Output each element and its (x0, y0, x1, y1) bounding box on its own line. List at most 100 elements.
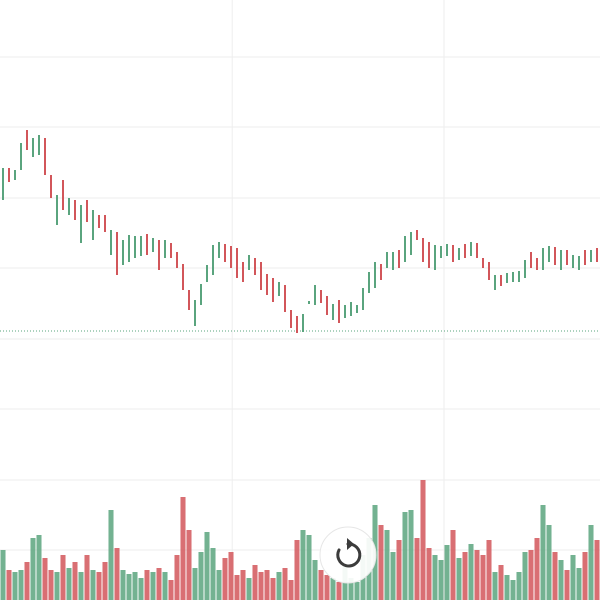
candle (590, 250, 592, 262)
candle (494, 275, 496, 290)
candle (344, 305, 346, 318)
volume-bar (552, 552, 558, 600)
volume-bar (162, 572, 168, 600)
candle (26, 130, 28, 150)
candle (308, 301, 310, 304)
candle (302, 314, 304, 332)
price-pane (2, 130, 598, 333)
volume-bar (138, 578, 144, 600)
candle (212, 245, 214, 275)
candle (326, 296, 328, 315)
candle (518, 271, 520, 282)
volume-bar (72, 562, 78, 600)
volume-bar (60, 555, 66, 600)
reset-icon-arrow (347, 538, 354, 550)
candle (506, 273, 508, 283)
volume-bar (216, 570, 222, 600)
volume-bar (264, 570, 270, 600)
candle (392, 252, 394, 270)
volume-bar (42, 558, 48, 600)
volume-bar (324, 575, 330, 600)
volume-bar (12, 572, 18, 600)
volume-bar (90, 570, 96, 600)
reset-icon (336, 542, 362, 568)
candle (320, 290, 322, 303)
candle (2, 168, 4, 200)
volume-bar (414, 538, 420, 600)
candle (86, 200, 88, 222)
volume-bar (564, 570, 570, 600)
candle (56, 195, 58, 225)
candle (62, 180, 64, 210)
volume-bar (492, 572, 498, 600)
volume-bar (18, 570, 24, 600)
volume-bar (582, 552, 588, 600)
volume-bar (558, 560, 564, 600)
candle (500, 275, 502, 286)
volume-bar (576, 568, 582, 600)
volume-bar (318, 570, 324, 600)
candle (92, 210, 94, 240)
candle (248, 255, 250, 270)
volume-bar (24, 562, 30, 600)
candle (428, 242, 430, 268)
candle (422, 238, 424, 262)
volume-bar (456, 558, 462, 600)
candle (560, 250, 562, 270)
candle (482, 258, 484, 268)
volume-bar (204, 532, 210, 600)
reset-button-bg[interactable] (319, 526, 377, 584)
volume-bar (420, 480, 426, 600)
volume-bar (348, 578, 354, 600)
volume-bar (306, 535, 312, 600)
volume-bar (6, 570, 12, 600)
candle (386, 252, 388, 268)
candle (182, 264, 184, 290)
candle (104, 215, 106, 232)
candle (314, 285, 316, 305)
candle (542, 248, 544, 270)
volume-bar (510, 580, 516, 600)
volume-bar (234, 575, 240, 600)
volume-bar (312, 560, 318, 600)
candle (572, 255, 574, 268)
candle (446, 244, 448, 256)
volume-bar (150, 572, 156, 600)
candle (80, 205, 82, 243)
volume-bar (240, 570, 246, 600)
volume-bar (270, 578, 276, 600)
reset-button[interactable] (319, 526, 377, 584)
volume-bar (504, 575, 510, 600)
volume-bar (180, 497, 186, 600)
candle (140, 236, 142, 256)
volume-bar (36, 535, 42, 600)
candle (398, 250, 400, 268)
volume-bar (168, 580, 174, 600)
candle (512, 272, 514, 282)
candle (356, 305, 358, 313)
volume-bar (570, 555, 576, 600)
candle (404, 236, 406, 262)
candle (50, 175, 52, 198)
volume-bar (468, 544, 474, 600)
candle (584, 250, 586, 265)
candle (146, 234, 148, 255)
candle (200, 284, 202, 305)
volume-bar (438, 560, 444, 600)
volume-bar (120, 570, 126, 600)
volume-bar (546, 525, 552, 600)
candle (548, 246, 550, 262)
volume-bar (432, 555, 438, 600)
candle (368, 272, 370, 293)
volume-bar (276, 572, 282, 600)
candle (278, 282, 280, 296)
volume-bar (384, 530, 390, 600)
candle (374, 262, 376, 288)
volume-bar (132, 572, 138, 600)
candle (290, 310, 292, 328)
candle (230, 246, 232, 268)
candle (254, 258, 256, 275)
candle (116, 232, 118, 275)
candle (260, 262, 262, 290)
